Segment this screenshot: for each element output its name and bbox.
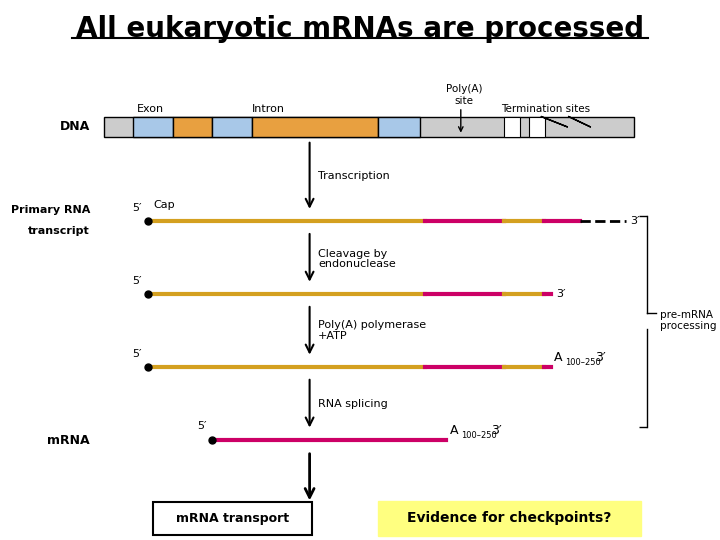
Text: processing: processing xyxy=(660,321,716,330)
Bar xyxy=(173,117,212,137)
Bar xyxy=(529,117,545,137)
Bar xyxy=(378,117,420,137)
Bar xyxy=(504,117,520,137)
Text: 100–250: 100–250 xyxy=(461,430,497,440)
Text: mRNA transport: mRNA transport xyxy=(176,512,289,525)
Text: 3′: 3′ xyxy=(630,217,639,226)
Bar xyxy=(133,117,173,137)
Text: transcript: transcript xyxy=(28,226,90,236)
Bar xyxy=(252,117,378,137)
Text: pre-mRNA: pre-mRNA xyxy=(660,310,713,320)
Bar xyxy=(104,117,634,137)
Text: 100–250: 100–250 xyxy=(565,357,601,367)
Text: A: A xyxy=(554,351,563,364)
Text: Transcription: Transcription xyxy=(318,171,390,181)
Text: All eukaryotic mRNAs are processed: All eukaryotic mRNAs are processed xyxy=(76,15,644,43)
Text: A: A xyxy=(450,424,459,437)
Text: 3′: 3′ xyxy=(491,424,502,437)
Text: Evidence for checkpoints?: Evidence for checkpoints? xyxy=(408,511,611,525)
Text: Poly(A) polymerase: Poly(A) polymerase xyxy=(318,320,426,330)
Text: 5′: 5′ xyxy=(132,202,142,213)
Text: Intron: Intron xyxy=(252,104,284,114)
Text: endonuclease: endonuclease xyxy=(318,259,396,269)
Text: Cleavage by: Cleavage by xyxy=(318,248,387,259)
Bar xyxy=(212,117,252,137)
Text: +ATP: +ATP xyxy=(318,331,348,341)
Text: 5′: 5′ xyxy=(132,275,142,286)
Text: mRNA: mRNA xyxy=(48,434,90,447)
Text: Primary RNA: Primary RNA xyxy=(11,205,90,215)
Text: 3′: 3′ xyxy=(595,351,606,364)
FancyBboxPatch shape xyxy=(153,502,312,535)
Text: 3′: 3′ xyxy=(556,289,565,299)
Text: DNA: DNA xyxy=(60,120,90,133)
Text: Poly(A): Poly(A) xyxy=(446,84,482,94)
Text: 5′: 5′ xyxy=(197,421,207,431)
Text: RNA splicing: RNA splicing xyxy=(318,399,388,409)
FancyBboxPatch shape xyxy=(378,501,641,536)
Text: site: site xyxy=(455,96,474,106)
Text: Exon: Exon xyxy=(137,104,164,114)
Text: 5′: 5′ xyxy=(132,348,142,359)
Text: Termination sites: Termination sites xyxy=(501,104,590,114)
Text: Cap: Cap xyxy=(153,199,175,210)
